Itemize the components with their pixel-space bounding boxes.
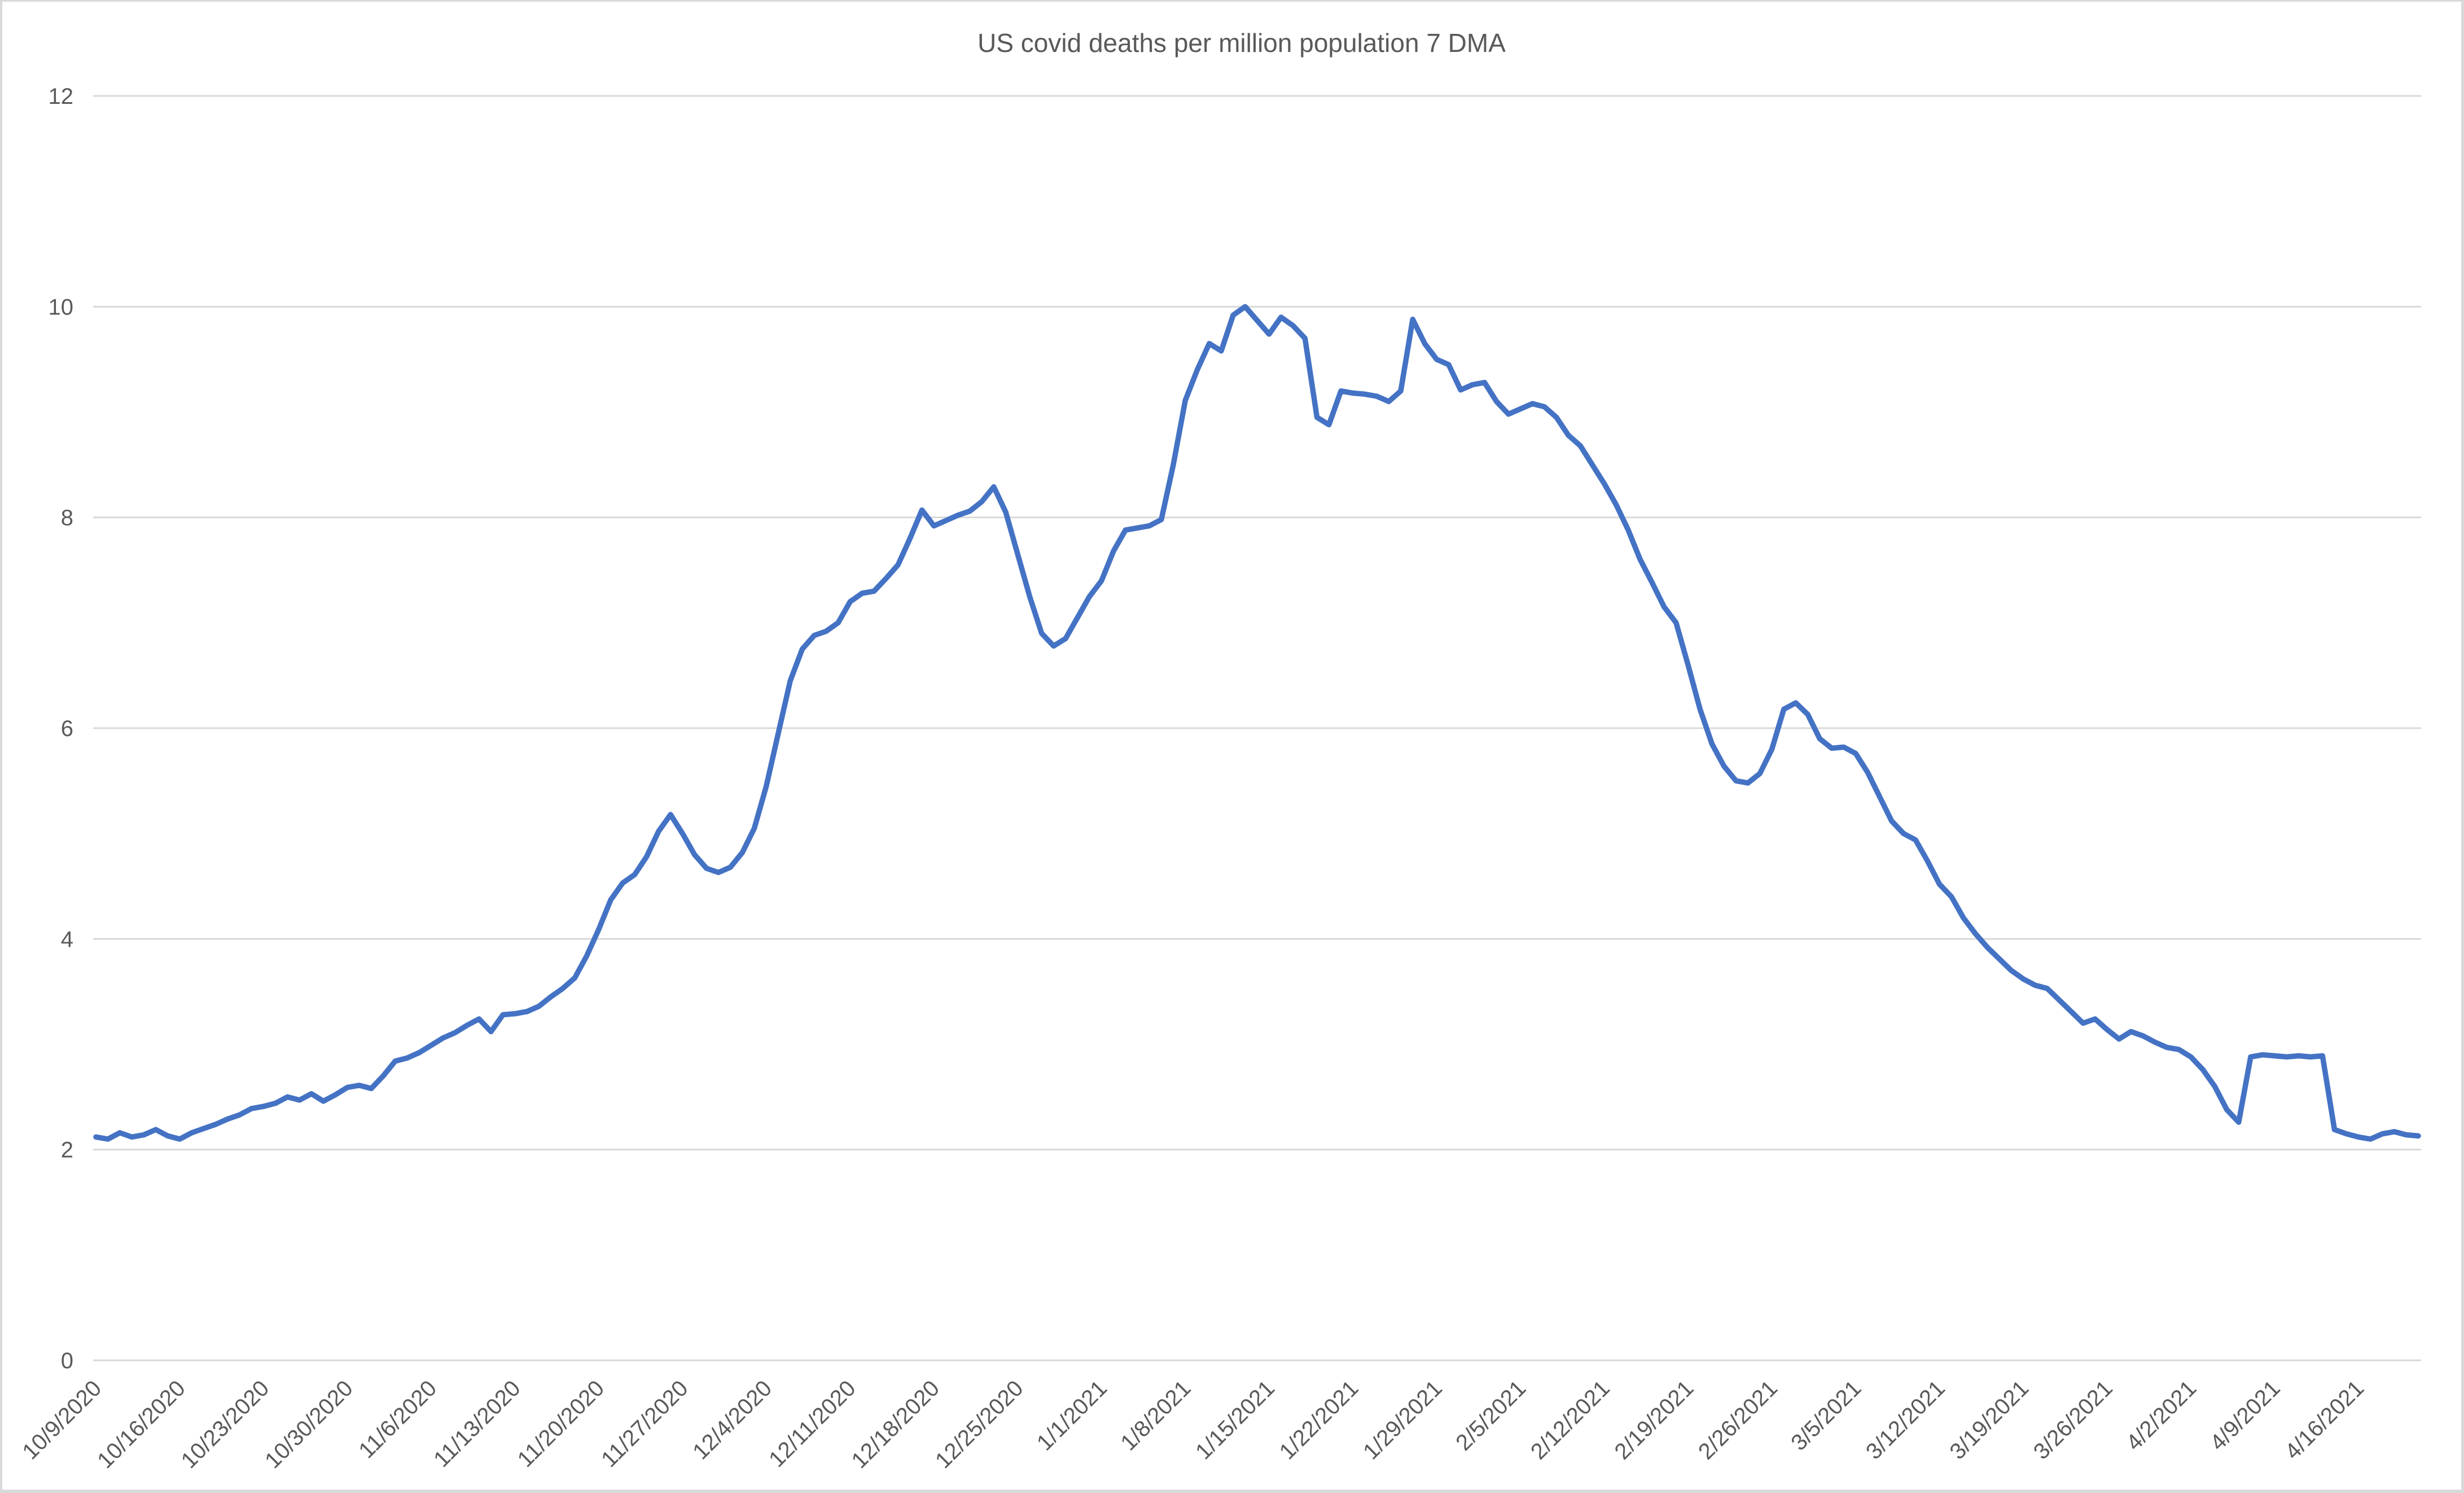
y-tick-label: 2 <box>61 1138 73 1163</box>
x-tick-label: 1/8/2021 <box>1116 1376 1195 1455</box>
x-tick-label: 4/9/2021 <box>2206 1376 2285 1455</box>
x-tick-label: 2/26/2021 <box>1694 1376 1782 1464</box>
x-tick-label: 4/16/2021 <box>2280 1376 2369 1464</box>
x-tick-label: 11/6/2020 <box>354 1376 441 1463</box>
x-tick-label: 12/4/2020 <box>688 1376 777 1464</box>
x-tick-label: 11/20/2020 <box>513 1376 610 1472</box>
x-tick-label: 2/5/2021 <box>1451 1376 1531 1455</box>
y-tick-label: 10 <box>49 295 74 319</box>
y-tick-label: 4 <box>61 927 73 952</box>
x-tick-label: 3/12/2021 <box>1861 1376 1950 1464</box>
x-axis-labels: 10/9/202010/16/202010/23/202010/30/20201… <box>17 1376 2369 1473</box>
x-tick-label: 12/11/2020 <box>764 1376 861 1472</box>
y-tick-label: 6 <box>61 716 73 741</box>
data-series-line <box>93 304 2421 1142</box>
x-tick-label: 11/27/2020 <box>597 1376 693 1472</box>
chart-title: US covid deaths per million population 7… <box>977 28 1506 58</box>
x-tick-label: 10/30/2020 <box>260 1376 358 1473</box>
x-tick-label: 3/5/2021 <box>1786 1376 1866 1455</box>
x-tick-label: 1/15/2021 <box>1191 1376 1279 1464</box>
x-tick-label: 2/12/2021 <box>1526 1376 1615 1464</box>
x-tick-label: 11/13/2020 <box>429 1376 525 1472</box>
x-tick-label: 4/2/2021 <box>2121 1376 2201 1455</box>
x-tick-label: 12/25/2020 <box>931 1376 1028 1473</box>
x-tick-label: 1/1/2021 <box>1032 1376 1112 1455</box>
x-tick-label: 12/18/2020 <box>847 1376 944 1473</box>
y-tick-label: 8 <box>61 506 73 531</box>
x-tick-label: 10/9/2020 <box>17 1376 106 1464</box>
y-axis-labels: 0 2 4 6 8 10 12 <box>49 84 74 1373</box>
x-tick-label: 2/19/2021 <box>1610 1376 1699 1464</box>
x-tick-label: 10/16/2020 <box>93 1376 190 1473</box>
x-tick-label: 1/22/2021 <box>1275 1376 1363 1464</box>
x-tick-label: 3/19/2021 <box>1945 1376 2033 1464</box>
x-tick-label: 3/26/2021 <box>2029 1376 2117 1464</box>
x-tick-label: 1/29/2021 <box>1358 1376 1447 1464</box>
y-tick-label: 12 <box>49 84 74 109</box>
x-tick-label: 10/23/2020 <box>177 1376 274 1473</box>
y-tick-label: 0 <box>61 1348 73 1373</box>
gridlines <box>93 95 2421 1361</box>
